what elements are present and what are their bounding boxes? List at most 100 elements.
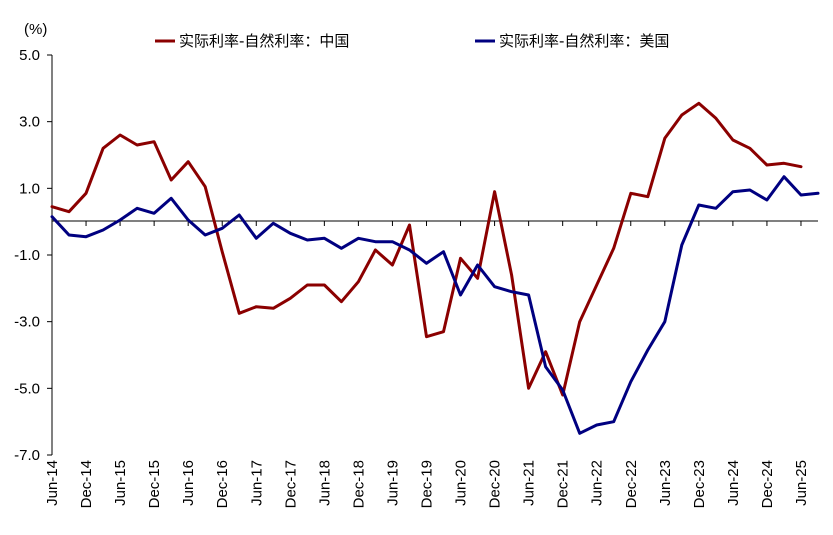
- y-tick-label: -1.0: [14, 247, 40, 264]
- data-point: [408, 249, 411, 252]
- data-point: [680, 114, 683, 117]
- data-point: [85, 235, 88, 238]
- x-tick-label: Jun-19: [384, 460, 401, 506]
- data-point: [153, 212, 156, 215]
- data-point: [612, 420, 615, 423]
- data-point: [748, 189, 751, 192]
- y-axis: 5.0 3.0 1.0 -1.0 -3.0 -5.0 -7.0: [14, 47, 53, 464]
- data-point: [68, 234, 71, 237]
- x-tick-label: Jun-15: [112, 460, 129, 506]
- data-point: [714, 117, 717, 120]
- data-point: [800, 194, 803, 197]
- data-point: [663, 320, 666, 323]
- y-tick-label: -7.0: [14, 447, 40, 464]
- data-point: [136, 207, 139, 210]
- x-tick-label: Dec-21: [555, 460, 572, 508]
- data-point: [629, 192, 632, 195]
- x-axis: Jun-14 Dec-14 Jun-15 Dec-15 Jun-16 Dec-16 Jun-…: [44, 220, 818, 508]
- data-point: [85, 192, 88, 195]
- data-point: [595, 424, 598, 427]
- data-point: [340, 300, 343, 303]
- x-tick-label: Jun-25: [793, 460, 810, 506]
- data-point: [102, 147, 105, 150]
- data-point: [800, 165, 803, 168]
- data-point: [323, 237, 326, 240]
- data-point: [408, 224, 411, 227]
- data-point: [765, 164, 768, 167]
- data-point: [374, 240, 377, 243]
- data-point: [493, 190, 496, 193]
- data-point: [783, 162, 786, 165]
- data-point: [306, 284, 309, 287]
- data-point: [459, 294, 462, 297]
- y-tick-label: -5.0: [14, 380, 40, 397]
- data-point: [187, 219, 190, 222]
- data-point: [476, 277, 479, 280]
- data-point: [544, 350, 547, 353]
- data-point: [170, 197, 173, 200]
- data-point: [357, 237, 360, 240]
- data-point: [51, 215, 54, 218]
- series-china: [50, 101, 803, 397]
- x-tick-label: Jun-18: [316, 460, 333, 506]
- data-point: [102, 229, 105, 232]
- data-point: [663, 137, 666, 140]
- data-point: [255, 237, 258, 240]
- series-group: [50, 101, 820, 435]
- x-tick-label: Jun-20: [453, 460, 470, 506]
- data-point: [221, 227, 224, 230]
- data-point: [119, 134, 122, 137]
- data-point: [238, 214, 241, 217]
- data-point: [204, 185, 207, 188]
- data-point: [510, 274, 513, 277]
- data-point: [646, 195, 649, 198]
- data-point: [748, 147, 751, 150]
- data-point: [510, 290, 513, 293]
- data-point: [357, 280, 360, 283]
- x-tick-label: Dec-16: [214, 460, 231, 508]
- data-point: [272, 222, 275, 225]
- data-point: [425, 335, 428, 338]
- data-point: [425, 262, 428, 265]
- data-point: [238, 312, 241, 315]
- data-point: [442, 250, 445, 253]
- legend-label: 实际利率-自然利率：中国: [179, 32, 349, 50]
- data-point: [680, 244, 683, 247]
- x-tick-label: Jun-21: [521, 460, 538, 506]
- data-point: [578, 320, 581, 323]
- x-tick-label: Dec-17: [282, 460, 299, 508]
- legend-label: 实际利率-自然利率：美国: [499, 32, 669, 50]
- data-point: [817, 192, 820, 195]
- data-point: [323, 284, 326, 287]
- x-tick-label: Dec-22: [623, 460, 640, 508]
- legend-item: 实际利率-自然利率：中国: [155, 32, 349, 50]
- x-tick-label: Jun-17: [248, 460, 265, 506]
- data-point: [391, 264, 394, 267]
- x-tick-label: Dec-20: [487, 460, 504, 508]
- data-point: [289, 297, 292, 300]
- data-point: [527, 387, 530, 390]
- x-tick-label: Jun-14: [44, 460, 61, 506]
- data-point: [306, 239, 309, 242]
- data-point: [646, 349, 649, 352]
- data-point: [476, 264, 479, 267]
- data-point: [697, 204, 700, 207]
- x-tick-label: Dec-24: [759, 460, 776, 508]
- data-point: [731, 139, 734, 142]
- series-line: [50, 175, 820, 435]
- x-tick-label: Dec-19: [418, 460, 435, 508]
- x-tick-label: Dec-14: [78, 460, 95, 508]
- data-point: [595, 284, 598, 287]
- data-point: [765, 199, 768, 202]
- data-point: [391, 240, 394, 243]
- data-point: [493, 285, 496, 288]
- data-point: [714, 207, 717, 210]
- x-tick-label: Dec-15: [146, 460, 163, 508]
- data-point: [221, 250, 224, 253]
- x-tick-label: Dec-23: [691, 460, 708, 508]
- y-tick-label: -3.0: [14, 314, 40, 331]
- legend: 实际利率-自然利率：中国 实际利率-自然利率：美国: [155, 32, 669, 50]
- data-point: [527, 294, 530, 297]
- x-tick-label: Jun-16: [180, 460, 197, 506]
